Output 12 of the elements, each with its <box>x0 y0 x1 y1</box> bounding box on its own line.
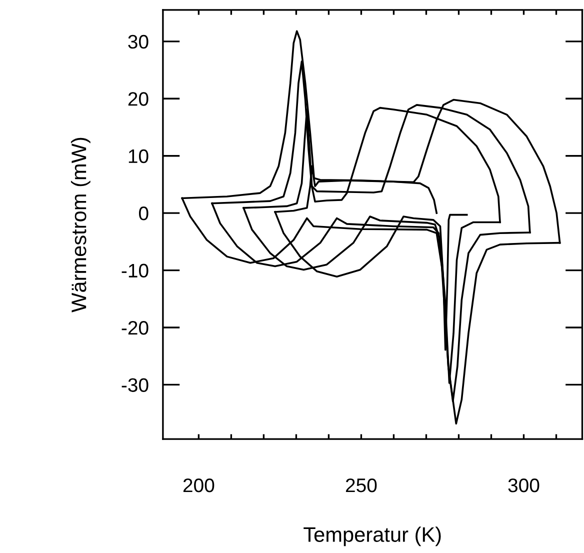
y-tick-label: -20 <box>122 320 148 335</box>
y-tick-label: 20 <box>128 92 148 106</box>
x-tick-label: 200 <box>183 478 214 492</box>
y-tick-label: -30 <box>122 378 148 392</box>
y-tick-label: -10 <box>122 264 148 278</box>
x-tick-label: 250 <box>346 478 377 492</box>
y-tick-label: 10 <box>128 149 148 164</box>
x-tick-label: 300 <box>508 478 540 492</box>
y-tick-label: 0 <box>138 206 148 220</box>
y-tick-label: 30 <box>128 34 148 49</box>
y-axis-title: Wärmestrom (mW) <box>70 138 90 312</box>
x-axis-title: Temperatur (K) <box>304 526 441 546</box>
